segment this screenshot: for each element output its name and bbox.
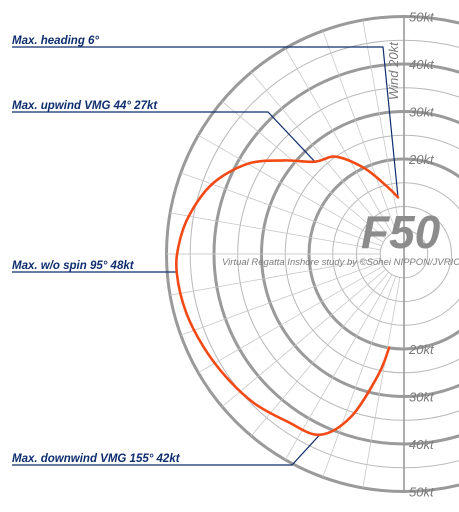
spoke-140deg [250,271,390,437]
speed-tick-labels: 50kt 50kt 40kt 40kt 30kt 30kt 20kt 20kt [408,10,435,500]
callouts: Max. heading 6° Max. upwind VMG 44° 27kt M… [12,35,399,466]
callout-leader-line [12,271,178,275]
spoke-100deg [170,257,381,296]
spoke-130deg [221,268,387,408]
callout-leader-line [12,46,399,198]
spoke-40deg [250,71,390,237]
spoke-50deg [221,100,387,240]
spoke-20deg [322,30,397,232]
tick-label-top: 20kt [408,152,435,167]
spoke-80deg [170,212,381,251]
spoke-70deg [180,172,382,247]
polar-curve [175,155,400,437]
tick-label-bottom: 20kt [408,342,435,357]
tick-label-bottom: 40kt [409,437,435,452]
callout-label: Max. downwind VMG 155° 42kt [12,453,181,465]
credit-text: Virtual Regatta Inshore study by ©Sohei … [222,257,459,268]
tick-label-top: 40kt [409,57,435,72]
spoke-170deg [362,277,401,488]
brand-logo-text: F50 [361,206,441,258]
wind-label: Wind 20kt [386,41,401,100]
callout-label: Max. w/o spin 95° 48kt [12,260,135,272]
tick-label-bottom: 50kt [409,485,435,500]
spoke-160deg [322,276,397,478]
callout-leader-line [12,111,316,163]
spoke-30deg [284,48,393,234]
polar-series [175,155,400,437]
tick-label-top: 30kt [409,105,435,120]
callout-label: Max. heading 6° [12,35,99,47]
spoke-60deg [198,134,384,243]
center-axis [166,16,405,492]
angle-spokes [166,20,401,488]
callout-leader-line [12,434,321,466]
spoke-120deg [198,265,384,374]
tick-label-top: 50kt [409,10,435,25]
spoke-10deg [362,20,401,231]
spoke-110deg [180,261,382,336]
tick-label-bottom: 30kt [409,390,435,405]
callout-label: Max. upwind VMG 44° 27kt [12,100,158,112]
